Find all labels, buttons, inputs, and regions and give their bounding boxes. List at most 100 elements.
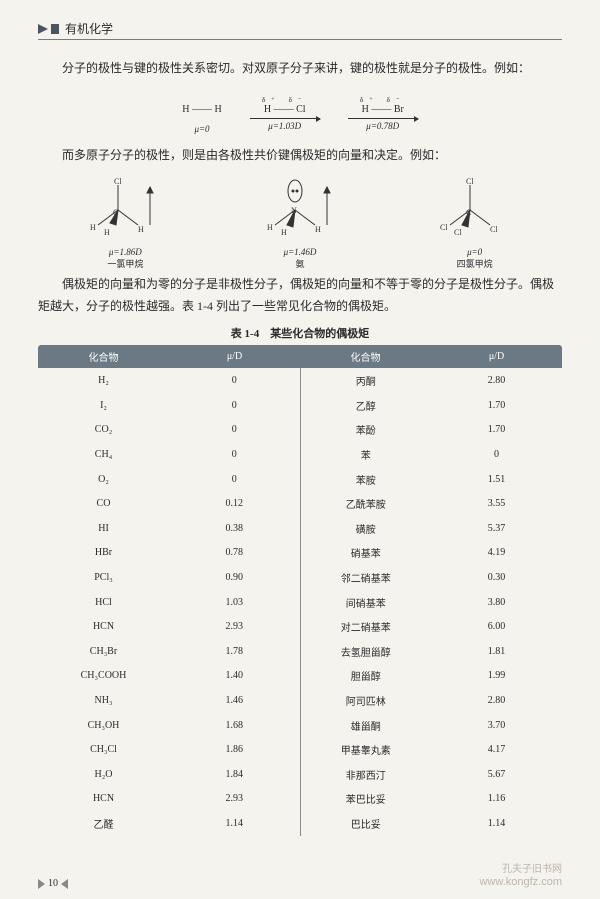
cell-mu-l: 0.12 — [169, 491, 300, 516]
diag-nh3: H H H N μ=1.46D氨 — [255, 175, 345, 270]
cell-mu-l: 0 — [169, 467, 300, 492]
cell-mu-r: 5.37 — [431, 516, 562, 541]
header-triangle — [38, 24, 48, 34]
cell-compound-l: I₂ — [38, 393, 169, 418]
cell-compound-l: HBr — [38, 541, 169, 566]
cell-compound-r: 巴比妥 — [300, 811, 431, 836]
cell-compound-l: CH₃OH — [38, 713, 169, 738]
cell-mu-r: 3.70 — [431, 713, 562, 738]
svg-text:H: H — [90, 223, 96, 232]
cell-compound-l: CO₂ — [38, 418, 169, 443]
cell-mu-r: 1.99 — [431, 664, 562, 689]
cell-mu-l: 0.78 — [169, 541, 300, 566]
cell-mu-l: 0.90 — [169, 565, 300, 590]
cell-mu-l: 1.86 — [169, 737, 300, 762]
table-row: I₂0乙醇1.70 — [38, 393, 562, 418]
svg-text:Cl: Cl — [454, 228, 462, 237]
arrow-icon — [250, 118, 320, 119]
svg-text:H: H — [138, 225, 144, 234]
cell-mu-l: 1.68 — [169, 713, 300, 738]
cell-compound-r: 磺胺 — [300, 516, 431, 541]
intro-para-1: 分子的极性与键的极性关系密切。对双原子分子来讲，键的极性就是分子的极性。例如： — [38, 58, 562, 80]
cell-mu-r: 1.16 — [431, 787, 562, 812]
cell-compound-l: H₂O — [38, 762, 169, 787]
dipole-table: 化合物 μ/D 化合物 μ/D H₂0丙酮2.80I₂0乙醇1.70CO₂0苯酚… — [38, 345, 562, 835]
cell-mu-l: 2.93 — [169, 614, 300, 639]
cell-compound-l: 乙醛 — [38, 811, 169, 836]
cell-mu-l: 0 — [169, 368, 300, 393]
header-title: 有机化学 — [65, 20, 113, 37]
cell-mu-r: 2.80 — [431, 368, 562, 393]
cell-mu-l: 2.93 — [169, 787, 300, 812]
th-mu-r: μ/D — [431, 345, 562, 368]
svg-text:Cl: Cl — [114, 177, 122, 186]
table-row: HCl1.03间硝基苯3.80 — [38, 590, 562, 615]
table-row: 乙醛1.14巴比妥1.14 — [38, 811, 562, 836]
table-row: HI0.38磺胺5.37 — [38, 516, 562, 541]
svg-text:Cl: Cl — [440, 223, 448, 232]
cell-mu-l: 0.38 — [169, 516, 300, 541]
svg-text:N: N — [291, 206, 297, 215]
th-mu-l: μ/D — [169, 345, 300, 368]
table-row: HCN2.93苯巴比妥1.16 — [38, 787, 562, 812]
cell-mu-l: 0 — [169, 393, 300, 418]
table-row: NH₃1.46阿司匹林2.80 — [38, 688, 562, 713]
cell-mu-r: 1.51 — [431, 467, 562, 492]
cell-compound-r: 硝基苯 — [300, 541, 431, 566]
cell-compound-r: 甲基睾丸素 — [300, 737, 431, 762]
svg-text:C: C — [466, 208, 471, 217]
cell-mu-l: 1.46 — [169, 688, 300, 713]
cell-compound-r: 苯巴比妥 — [300, 787, 431, 812]
cell-mu-r: 0.30 — [431, 565, 562, 590]
cell-mu-l: 1.78 — [169, 639, 300, 664]
cell-compound-r: 邻二硝基苯 — [300, 565, 431, 590]
cell-mu-r: 1.70 — [431, 393, 562, 418]
cell-mu-r: 4.17 — [431, 737, 562, 762]
table-row: PCl₃0.90邻二硝基苯0.30 — [38, 565, 562, 590]
diag-ch3cl: Cl H H H C μ=1.86D一氯甲烷 — [80, 175, 170, 270]
diag-HBr: δ⁺ δ⁻ H —— Br μ=0.78D — [348, 88, 418, 136]
table-row: CH₃COOH1.40胆甾醇1.99 — [38, 664, 562, 689]
cell-compound-r: 去氢胆甾醇 — [300, 639, 431, 664]
cell-compound-l: HCN — [38, 787, 169, 812]
cell-compound-r: 乙醇 — [300, 393, 431, 418]
table-caption: 表 1-4 某些化合物的偶极矩 — [38, 325, 562, 341]
cell-mu-l: 1.14 — [169, 811, 300, 836]
table-row: CH₄0苯0 — [38, 442, 562, 467]
cell-compound-r: 对二硝基苯 — [300, 614, 431, 639]
cell-compound-l: CO — [38, 491, 169, 516]
cell-mu-r: 0 — [431, 442, 562, 467]
table-row: O₂0苯胺1.51 — [38, 467, 562, 492]
cell-compound-r: 胆甾醇 — [300, 664, 431, 689]
page-header: 有机化学 — [38, 20, 562, 37]
table-row: CH₃Cl1.86甲基睾丸素4.17 — [38, 737, 562, 762]
watermark: 孔夫子旧书网 www.kongfz.com — [479, 864, 562, 889]
diatomic-diagrams: H —— H μ=0 δ⁺ δ⁻ H —— Cl μ=1.03D δ⁺ δ⁻ H… — [38, 88, 562, 136]
page-footer: 10 孔夫子旧书网 www.kongfz.com — [38, 864, 562, 889]
svg-text:H: H — [267, 223, 273, 232]
diag-HCl: δ⁺ δ⁻ H —— Cl μ=1.03D — [250, 88, 320, 136]
th-compound-l: 化合物 — [38, 345, 169, 368]
intro-para-2: 而多原子分子的极性，则是由各极性共价键偶极矩的向量和决定。例如： — [38, 145, 562, 167]
diag-ccl4: Cl Cl Cl Cl C μ=0四氯甲烷 — [430, 175, 520, 270]
cell-compound-r: 苯 — [300, 442, 431, 467]
cell-mu-r: 6.00 — [431, 614, 562, 639]
header-rule — [38, 39, 562, 40]
table-row: H₂0丙酮2.80 — [38, 368, 562, 393]
diag-HH: H —— H μ=0 — [182, 88, 221, 136]
cell-mu-l: 1.40 — [169, 664, 300, 689]
cell-compound-l: HCl — [38, 590, 169, 615]
cell-compound-l: CH₄ — [38, 442, 169, 467]
cell-mu-r: 2.80 — [431, 688, 562, 713]
cell-compound-l: PCl₃ — [38, 565, 169, 590]
cell-compound-r: 间硝基苯 — [300, 590, 431, 615]
page-number: 10 — [38, 878, 68, 889]
arrow-icon — [348, 118, 418, 119]
table-row: CO₂0苯酚1.70 — [38, 418, 562, 443]
cell-mu-l: 0 — [169, 442, 300, 467]
cell-compound-l: HCN — [38, 614, 169, 639]
cell-compound-r: 阿司匹林 — [300, 688, 431, 713]
cell-compound-r: 苯胺 — [300, 467, 431, 492]
cell-mu-l: 1.84 — [169, 762, 300, 787]
cell-mu-r: 3.55 — [431, 491, 562, 516]
